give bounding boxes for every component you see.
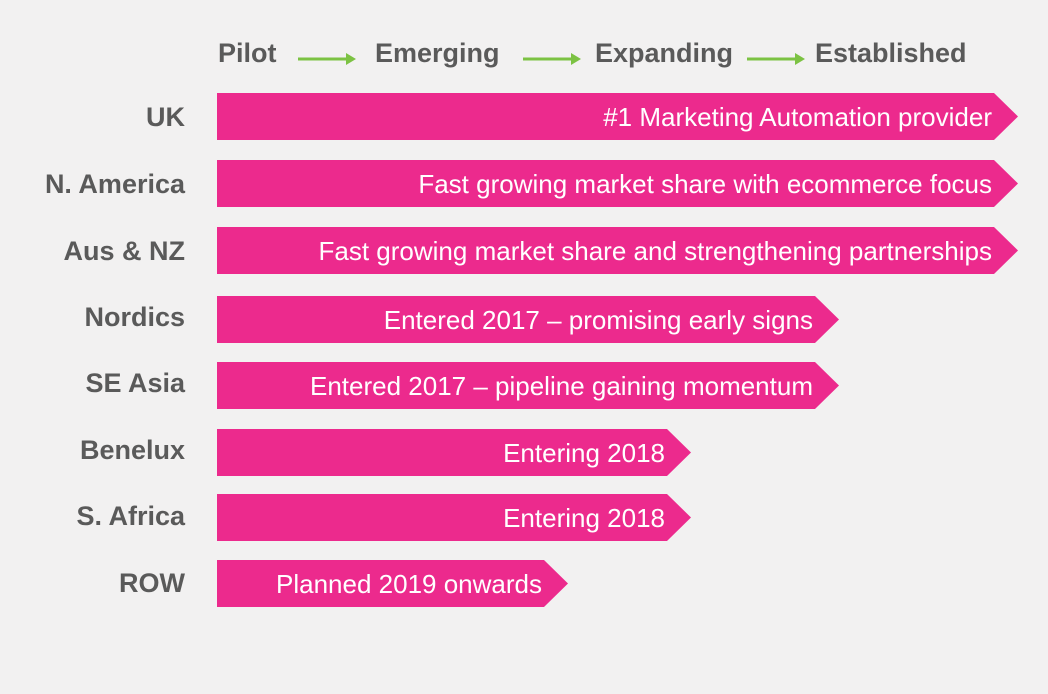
stage-label-established: Established bbox=[815, 38, 967, 68]
status-bar-uk: #1 Marketing Automation provider bbox=[217, 93, 1018, 140]
stage-label-emerging: Emerging bbox=[375, 38, 500, 68]
status-bar-se-asia: Entered 2017 – pipeline gaining momentum bbox=[217, 362, 839, 409]
status-text-row: Planned 2019 onwards bbox=[276, 569, 542, 599]
region-label-aus-nz: Aus & NZ bbox=[63, 236, 186, 266]
status-text-s-africa: Entering 2018 bbox=[503, 503, 665, 533]
status-text-n-america: Fast growing market share with ecommerce… bbox=[418, 169, 992, 199]
region-label-nordics: Nordics bbox=[84, 302, 185, 332]
status-text-se-asia: Entered 2017 – pipeline gaining momentum bbox=[309, 371, 813, 401]
region-label-s-africa: S. Africa bbox=[76, 501, 185, 531]
region-label-se-asia: SE Asia bbox=[85, 368, 185, 398]
region-label-row: ROW bbox=[119, 568, 185, 598]
status-text-nordics: Entered 2017 – promising early signs bbox=[383, 305, 813, 335]
status-bar-nordics: Entered 2017 – promising early signs bbox=[217, 296, 839, 343]
region-label-benelux: Benelux bbox=[79, 435, 185, 465]
status-bar-aus-nz: Fast growing market share and strengthen… bbox=[217, 227, 1018, 274]
region-label-n-america: N. America bbox=[44, 169, 185, 199]
stage-label-pilot: Pilot bbox=[218, 38, 277, 68]
region-label-uk: UK bbox=[146, 102, 185, 132]
status-bar-n-america: Fast growing market share with ecommerce… bbox=[217, 160, 1018, 207]
stage-arrow-1 bbox=[298, 53, 356, 65]
status-text-aus-nz: Fast growing market share and strengthen… bbox=[318, 236, 992, 266]
status-bar-row: Planned 2019 onwards bbox=[217, 560, 568, 607]
status-text-uk: #1 Marketing Automation provider bbox=[603, 102, 992, 132]
status-bar-s-africa: Entering 2018 bbox=[217, 494, 691, 541]
stage-label-expanding: Expanding bbox=[595, 38, 734, 68]
stage-arrow-3 bbox=[747, 53, 805, 65]
status-text-benelux: Entering 2018 bbox=[503, 438, 665, 468]
status-bar-benelux: Entering 2018 bbox=[217, 429, 691, 476]
stage-arrow-2 bbox=[523, 53, 581, 65]
